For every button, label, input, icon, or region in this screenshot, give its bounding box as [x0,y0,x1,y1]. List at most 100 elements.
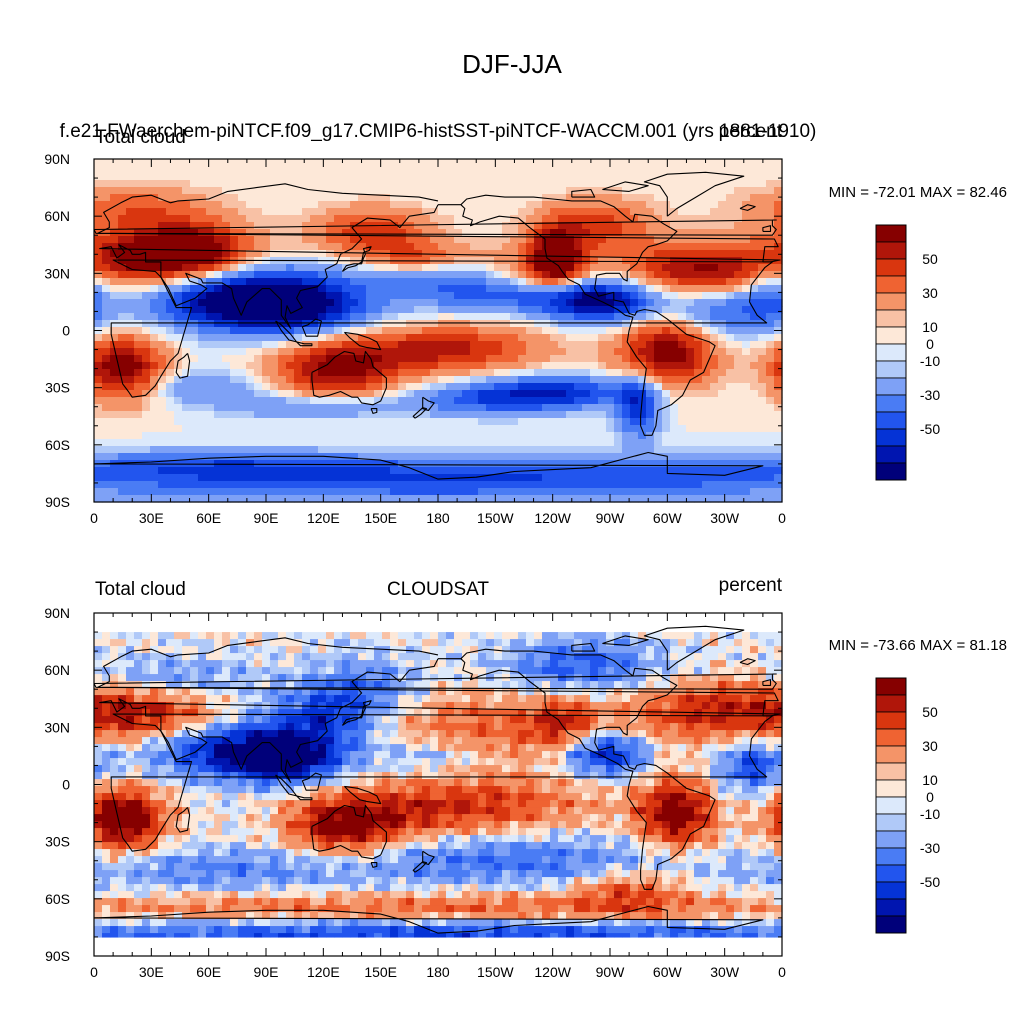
lat-tick-label: 30S [45,380,70,396]
colorbar-label: -50 [920,421,940,437]
lat-tick-label: 30N [44,265,70,281]
coastline [110,713,773,852]
colorbar-label: 0 [926,789,934,805]
coastlines [93,171,781,480]
coastline [739,658,756,666]
coastline [422,396,435,412]
colorbar-swatch [875,745,907,764]
colorbar-label: 0 [926,336,934,352]
colorbar-swatch [875,728,907,747]
coastline [99,658,781,784]
axis-ticks: 0 30E 60E 90E 120E 150E 180 150W 120W 90W 60W 30W 0 9… [44,605,786,980]
lon-tick-label: 180 [426,510,450,526]
coastline [438,648,716,890]
colorbar-swatch [875,462,907,481]
colorbar-swatch [875,445,907,464]
coastline [175,353,191,379]
coastline [422,850,435,866]
lon-tick-label: 90E [254,964,279,980]
colorbar-swatch [875,258,907,277]
lon-tick-label: 120E [307,964,340,980]
figure-title: DJF-JJA [462,49,562,79]
panel-center-title: f.e21.FWaerchem-piNTCF.f09_g17.CMIP6-his… [60,121,817,142]
colorbar-swatch [875,428,907,447]
lon-tick-label: 150W [477,510,514,526]
colorbar-swatch [875,360,907,379]
colorbar-swatch [875,881,907,900]
coastline [99,204,781,330]
coastline [296,795,313,801]
lon-tick-label: 120W [534,510,571,526]
colorbar: 50 30 100-10 -30 -50 [875,224,940,481]
colorbar-label: -50 [920,874,940,890]
colorbar-swatch [875,224,907,243]
coastline [412,407,428,419]
lon-tick-label: 60W [653,964,683,980]
coastline [93,451,764,480]
coastline [344,331,382,351]
coastline [370,408,378,414]
colorbar-swatch [875,898,907,917]
coastline [93,905,764,934]
panel-units-label: percent [719,121,783,142]
panel-units-label: percent [719,575,783,596]
coastline [93,219,777,236]
lat-tick-label: 60N [44,208,70,224]
lon-tick-label: 0 [778,510,786,526]
colorbar-label: 50 [922,251,938,267]
lat-tick-label: 90S [45,948,70,964]
coastline [412,861,428,873]
lat-tick-label: 60N [44,662,70,678]
min-max-stats: MIN = -73.66 MAX = 81.18 [829,637,1007,654]
coastline [301,772,322,791]
coastline [602,181,649,192]
coastline [438,194,716,436]
lon-tick-label: 60E [196,510,221,526]
colorbar-swatch [875,847,907,866]
lon-tick-label: 90W [596,510,626,526]
map-panel-top: Total cloud f.e21.FWaerchem-piNTCF.f09_g… [44,121,1007,526]
colorbar-label: -10 [920,353,940,369]
colorbar-swatch [875,711,907,730]
colorbar-swatch [875,411,907,430]
coastlines [93,625,781,934]
coastline [643,625,745,671]
colorbar-label: -30 [920,840,940,856]
coastline [571,188,596,198]
coastline [762,225,772,232]
lon-tick-label: 0 [90,510,98,526]
colorbar-swatch [875,275,907,294]
lon-tick-label: 150W [477,964,514,980]
colorbar-swatch [875,779,907,798]
anomaly-field [94,159,783,503]
colorbar-swatch [875,377,907,396]
coastline [296,341,313,347]
lon-tick-label: 30E [139,964,164,980]
panel-center-title: CLOUDSAT [387,579,489,600]
min-max-stats: MIN = -72.01 MAX = 82.46 [829,184,1007,201]
colorbar-swatch [875,864,907,883]
coastline [175,807,191,833]
lon-tick-label: 120W [534,964,571,980]
colorbar-swatch [875,241,907,260]
lat-tick-label: 60S [45,437,70,453]
colorbar-swatch [875,677,907,696]
lat-tick-label: 90N [44,605,70,621]
lon-tick-label: 30W [710,964,740,980]
lat-tick-label: 30N [44,719,70,735]
colorbar-swatch [875,309,907,328]
coastline [341,700,372,726]
lat-tick-label: 90S [45,494,70,510]
lon-tick-label: 0 [778,964,786,980]
colorbar-label: 30 [922,738,938,754]
lon-tick-label: 0 [90,964,98,980]
coastline [93,673,777,690]
colorbar-label: -10 [920,806,940,822]
panel-left-title: Total cloud [95,579,186,600]
colorbar-swatch [875,796,907,815]
coastline [97,637,779,716]
colorbar-label: -30 [920,387,940,403]
lat-tick-label: 90N [44,151,70,167]
coastline [341,246,372,272]
